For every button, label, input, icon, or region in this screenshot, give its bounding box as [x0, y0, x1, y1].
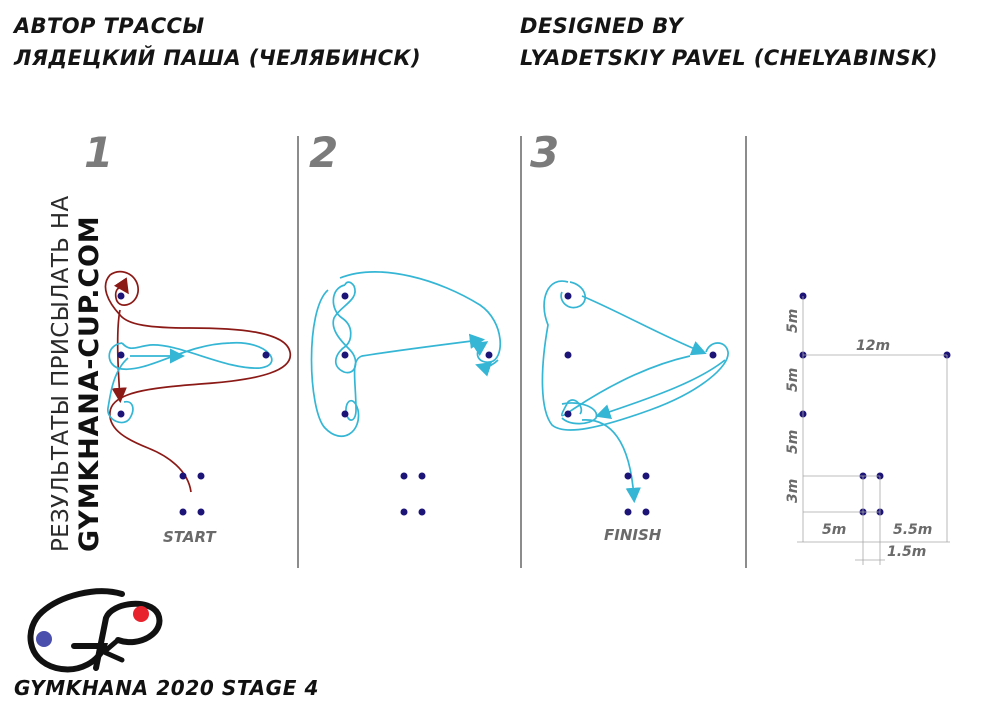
cone	[341, 410, 349, 418]
panel-1-maroon-path	[104, 270, 292, 493]
author-name-ru: ЛЯДЕЦКИЙ ПАША (ЧЕЛЯБИНСК)	[14, 46, 421, 70]
panel-3-bottom-loop	[561, 402, 598, 425]
panel-3-number: 3	[530, 128, 560, 177]
cone	[564, 351, 572, 359]
cone	[117, 410, 125, 418]
finish-label: FINISH	[604, 526, 662, 544]
cone	[624, 472, 632, 480]
author-name-en: LYADETSKIY PAVEL (CHELYABINSK)	[520, 46, 938, 70]
cone	[341, 292, 349, 300]
logo-red-dot	[133, 606, 149, 622]
cone	[642, 472, 650, 480]
panel-3-diag-1	[581, 295, 707, 356]
dim-label-3m: 3m	[785, 479, 801, 503]
cone	[117, 292, 125, 300]
dim-label-1-5m: 1.5m	[887, 544, 926, 560]
panel-divider-1	[297, 136, 299, 568]
panel-1-maroon-down	[111, 309, 127, 404]
panel-3-top-loop	[560, 281, 587, 309]
cone	[418, 508, 426, 516]
panel-2-return	[475, 359, 499, 377]
cone	[197, 472, 205, 480]
dim-label-5m-bottom: 5m	[822, 522, 846, 538]
panel-2-outer-loop	[310, 289, 486, 438]
panel-2-number: 2	[309, 128, 339, 177]
cone	[642, 508, 650, 516]
panel-divider-3	[745, 136, 747, 568]
cone	[485, 351, 493, 359]
cone	[418, 472, 426, 480]
dimension-labels: 5m 5m 5m 3m 12m 5m 5.5m 1.5m	[785, 309, 932, 560]
cone	[197, 508, 205, 516]
author-heading-en: DESIGNED BY	[520, 14, 684, 38]
cone	[400, 508, 408, 516]
dim-label-12m: 12m	[856, 338, 890, 354]
panel-divider-2	[520, 136, 522, 568]
panel-3-finish	[581, 419, 641, 504]
panel-1-number: 1	[84, 128, 114, 177]
panel-3-route	[541, 280, 729, 504]
cone	[400, 472, 408, 480]
cone	[179, 508, 187, 516]
panel-1-route	[104, 270, 292, 493]
panel-3-diag-2	[595, 359, 726, 420]
panel-2-route	[310, 271, 502, 438]
cone	[262, 351, 270, 359]
cones	[117, 292, 951, 516]
dim-label-5m-2: 5m	[785, 368, 801, 392]
dim-label-5-5m: 5.5m	[893, 522, 932, 538]
cone	[341, 351, 349, 359]
panel-1-cyan-bottom	[107, 357, 134, 424]
dim-label-5m-3: 5m	[785, 430, 801, 454]
panel-2-top-arc	[339, 271, 502, 363]
cone	[564, 410, 572, 418]
event-title: GYMKHANA 2020 STAGE 4	[14, 676, 320, 700]
start-label: START	[163, 528, 217, 546]
cone	[117, 351, 125, 359]
cone	[564, 292, 572, 300]
dimension-lines	[797, 296, 950, 565]
gp-logo	[27, 588, 163, 673]
cone	[709, 351, 717, 359]
dim-label-5m-1: 5m	[785, 309, 801, 333]
cone	[179, 472, 187, 480]
logo-blue-dot	[36, 631, 52, 647]
author-heading-ru: АВТОР ТРАССЫ	[14, 14, 205, 38]
cone	[624, 508, 632, 516]
panel-3-outer-triangle	[541, 280, 729, 431]
